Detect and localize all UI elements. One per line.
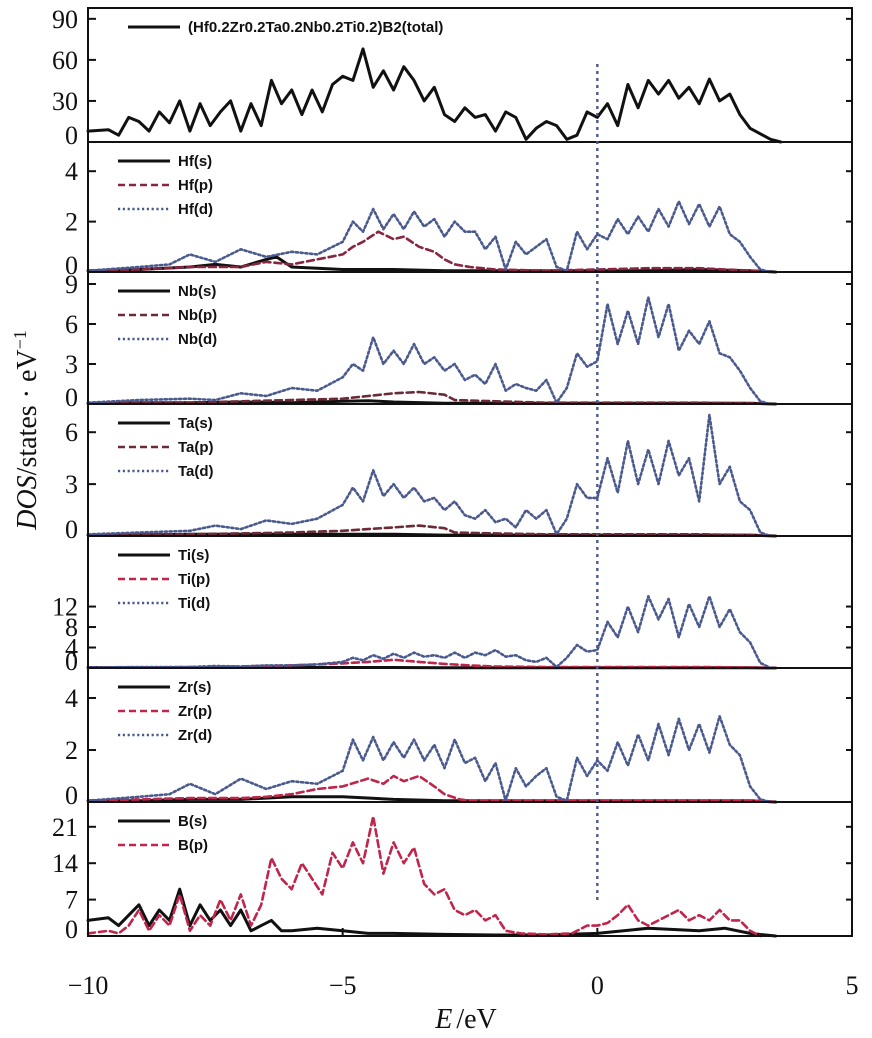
y-tick-label: 60 <box>52 46 78 75</box>
legend-label: Ti(p) <box>178 571 210 588</box>
y-tick-label: 6 <box>65 310 78 339</box>
legend-label: B(p) <box>178 837 208 854</box>
y-tick-label: 2 <box>65 736 78 765</box>
dos-panel-1: 0 30 60 90 (Hf0.2Zr0.2Ta0.2Nb0.2Ti0.2)B2(tot… <box>52 5 853 150</box>
panel-frame <box>87 801 853 937</box>
shared-x-axis: −10 −5 0 5 <box>68 928 859 1000</box>
series-line-7-1 <box>86 887 778 938</box>
dos-panel-7: 07 14 21 B(s) B(p) <box>52 801 853 944</box>
y-tick-label: 30 <box>52 87 78 116</box>
y-tick-label: 2 <box>65 208 78 237</box>
dos-panel-3: 0 3 6 9 Nb(s) Nb(p) Nb(d) <box>65 270 853 412</box>
y-tick-label: 8 <box>65 613 78 642</box>
x-tick-label: −10 <box>68 971 109 1000</box>
legend-label: B(s) <box>178 813 207 830</box>
y-tick-label: 90 <box>52 5 78 34</box>
legend-label: Ta(s) <box>178 415 213 432</box>
y-tick-label: 0 <box>65 781 78 810</box>
series-line-6-2 <box>86 774 777 804</box>
series-line-7-2 <box>86 815 762 938</box>
x-tick-label: −5 <box>329 971 357 1000</box>
legend-label: Zr(d) <box>178 727 212 744</box>
dos-panel-2: 0 2 4 Hf(s) Hf(p) Hf(d) <box>65 141 853 280</box>
series-line-6-3 <box>86 714 772 804</box>
legend-label: Zr(s) <box>178 679 211 696</box>
legend-label: Zr(p) <box>178 703 212 720</box>
y-tick-label: 0 <box>65 647 78 676</box>
legend-label: Nb(s) <box>178 283 216 300</box>
series-line-3-3 <box>86 295 772 406</box>
series-line-4-2 <box>86 524 777 538</box>
legend-label: Nb(p) <box>178 307 217 324</box>
series-line-4-3 <box>86 413 772 538</box>
y-tick-label: 0 <box>65 915 78 944</box>
legend-label: Hf(s) <box>178 153 212 170</box>
y-tick-label: 3 <box>65 470 78 499</box>
series-line-1-1 <box>86 47 783 144</box>
legend-label: Ti(s) <box>178 547 209 564</box>
x-tick-label: 5 <box>846 971 859 1000</box>
legend-label: Hf(p) <box>178 177 213 194</box>
y-tick-label: 6 <box>65 418 78 447</box>
legend-label: Hf(d) <box>178 201 213 218</box>
y-tick-label: 4 <box>65 684 78 713</box>
dos-panel-6: 0 2 4 Zr(s) Zr(p) Zr(d) <box>65 667 853 810</box>
legend-label: Ta(p) <box>178 439 214 456</box>
y-tick-label: 12 <box>52 593 78 622</box>
y-tick-label: 9 <box>65 270 78 299</box>
series-line-2-3 <box>86 200 772 274</box>
y-tick-label: 4 <box>65 157 78 186</box>
x-axis-title: E/eV <box>434 1004 497 1035</box>
y-axis-title: DOS/states · eV−1 <box>10 330 43 531</box>
y-tick-label: 21 <box>52 813 78 842</box>
y-tick-label: 14 <box>52 849 78 878</box>
y-tick-label: 0 <box>65 121 78 150</box>
y-tick-label: 0 <box>65 383 78 412</box>
series-line-3-2 <box>86 390 777 406</box>
y-tick-label: 0 <box>65 515 78 544</box>
series-line-2-1 <box>86 255 778 274</box>
y-tick-label: 7 <box>65 886 78 915</box>
series-line-2-2 <box>86 230 777 274</box>
legend-label: Ta(d) <box>178 463 214 480</box>
y-tick-label: 3 <box>65 350 78 379</box>
legend-label: (Hf0.2Zr0.2Ta0.2Nb0.2Ti0.2)B2(total) <box>188 19 443 36</box>
y-tick-label: 0 <box>65 251 78 280</box>
y-tick-label: 4 <box>65 634 78 663</box>
x-tick-label: 0 <box>591 971 604 1000</box>
series-line-5-3 <box>86 594 772 670</box>
dos-panel-4: 0 3 6 Ta(s) Ta(p) Ta(d) <box>65 403 853 544</box>
legend-label: Nb(d) <box>178 331 217 348</box>
legend-label: Ti(d) <box>178 595 210 612</box>
